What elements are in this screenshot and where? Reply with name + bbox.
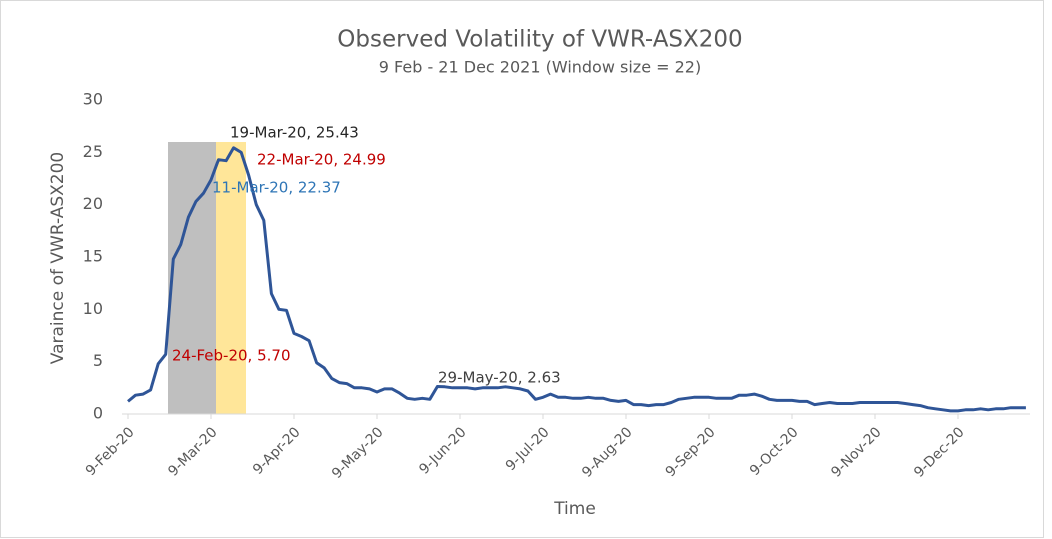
chart-title: Observed Volatility of VWR-ASX200: [337, 27, 742, 53]
annotation: 22-Mar-20, 24.99: [257, 151, 386, 169]
y-tick-label: 20: [83, 194, 103, 213]
highlight-region: [216, 142, 246, 414]
y-tick-label: 25: [83, 142, 103, 161]
y-tick-label: 30: [83, 90, 103, 109]
y-tick-label: 0: [93, 404, 103, 423]
annotation: 19-Mar-20, 25.43: [230, 124, 359, 142]
data-line: [127, 146, 1026, 413]
annotation: 24-Feb-20, 5.70: [172, 347, 291, 365]
y-tick-label: 15: [83, 247, 103, 266]
chart-subtitle: 9 Feb - 21 Dec 2021 (Window size = 22): [379, 58, 701, 77]
annotation: 29-May-20, 2.63: [438, 369, 561, 387]
x-axis-label: Time: [553, 499, 596, 519]
annotation: 11-Mar-20, 22.37: [212, 179, 341, 197]
y-tick-label: 10: [83, 299, 103, 318]
y-axis-label: Varaince of VWR-ASX200: [48, 152, 68, 364]
y-tick-label: 5: [93, 351, 103, 370]
